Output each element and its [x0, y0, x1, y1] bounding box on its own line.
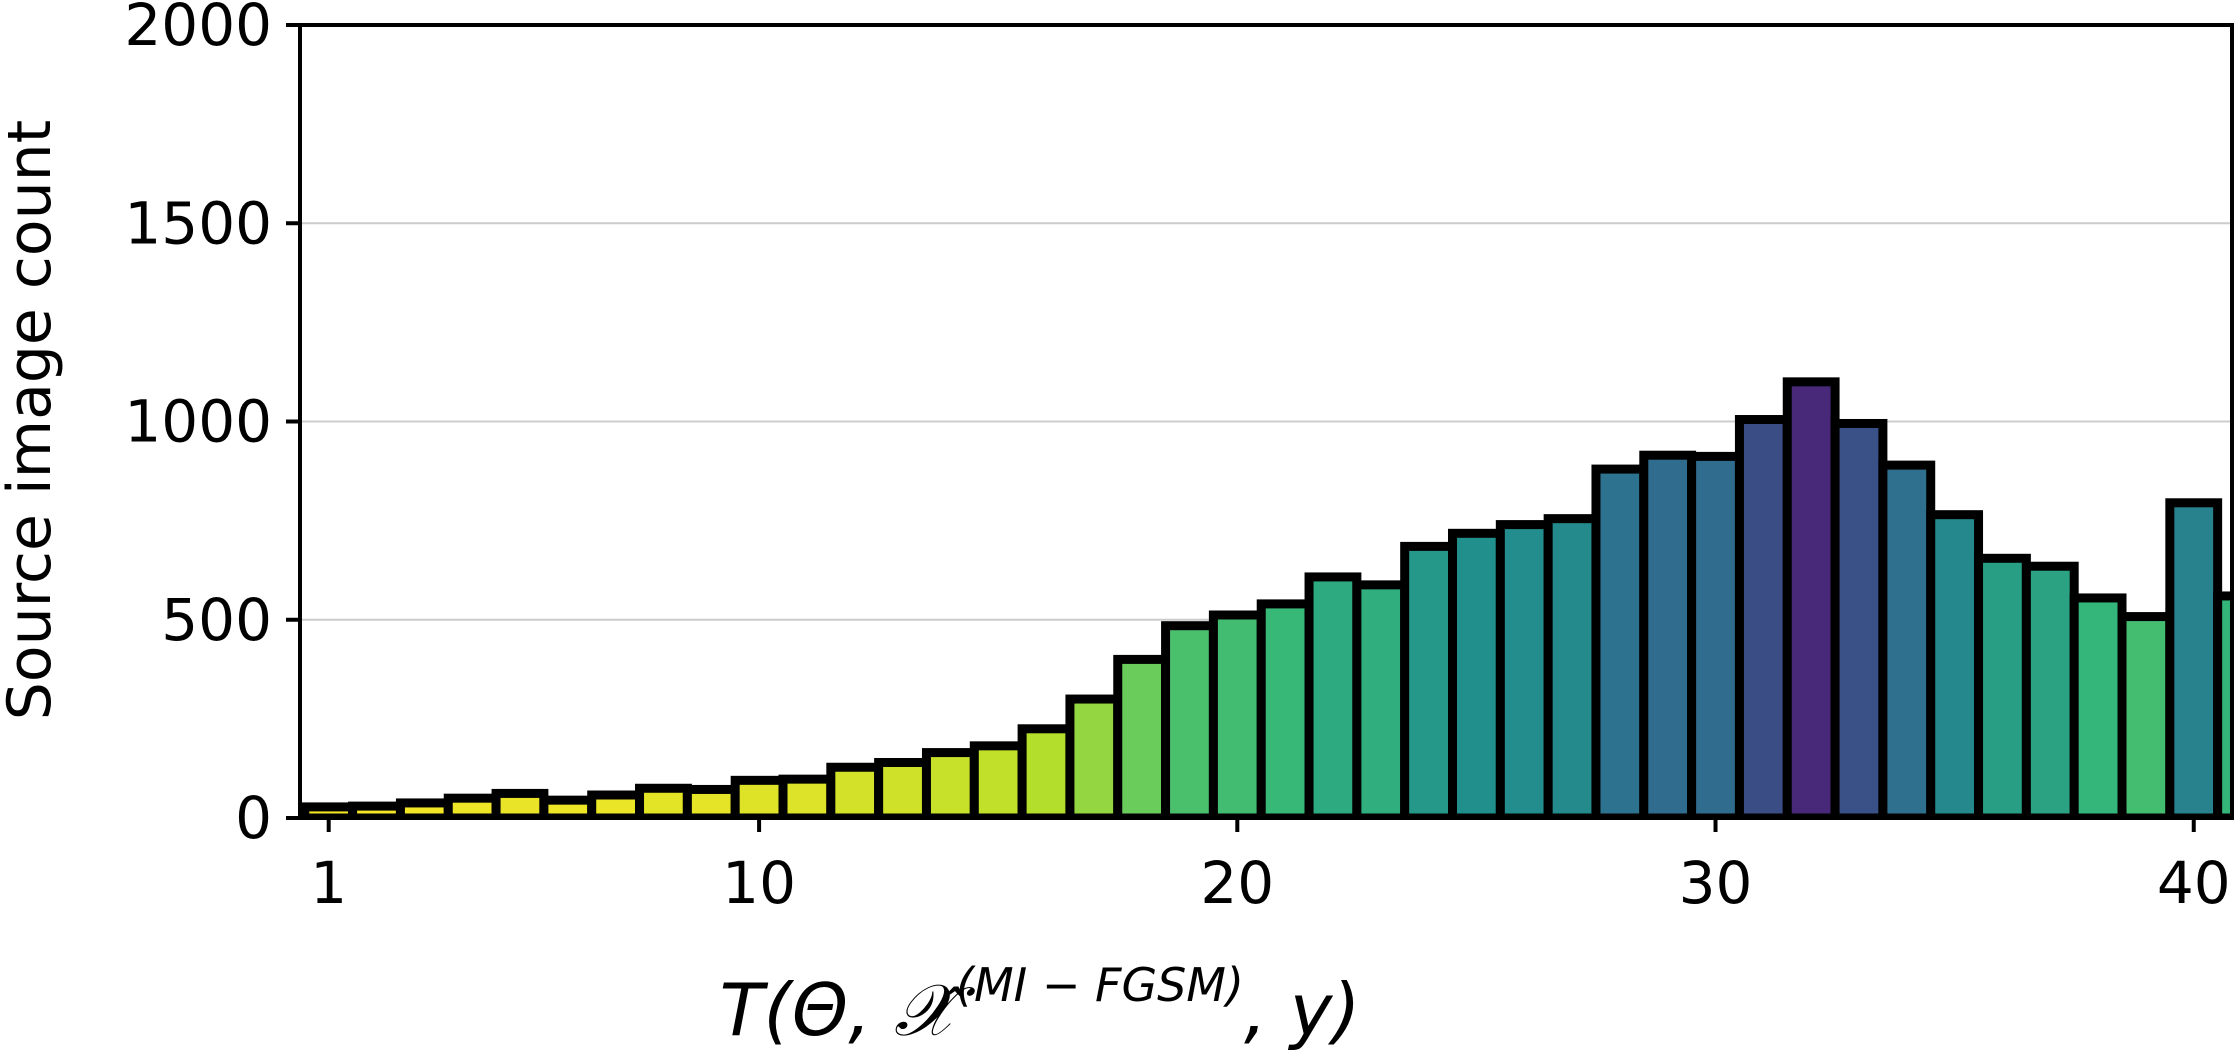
bar-25	[1448, 528, 1505, 818]
bar-41	[2213, 591, 2232, 818]
bar-17	[1065, 694, 1123, 818]
y-tick-label-1500: 1500	[124, 189, 272, 257]
bar-13	[874, 757, 931, 818]
tick-labels: 0 500 1000 1500 2000 1 10 20 30 40	[124, 0, 2230, 917]
bar-28	[1591, 464, 1649, 818]
bar-33	[1830, 418, 1888, 818]
bar-36	[1974, 553, 2031, 818]
x-tick-label-20: 20	[1200, 849, 1274, 917]
bar-35	[1926, 510, 1984, 818]
y-tick-label-500: 500	[161, 586, 272, 654]
bar-10	[730, 775, 788, 818]
bar-7	[587, 790, 645, 818]
x-axis-label-superscript: (MI − FGSM)	[956, 958, 1244, 1012]
bar-40	[2165, 498, 2223, 818]
bar-20	[1208, 610, 1266, 818]
bar-24	[1400, 541, 1458, 818]
bar-38	[2069, 593, 2127, 818]
bar-27	[1543, 514, 1601, 818]
bar-39	[2117, 612, 2175, 818]
bars	[300, 377, 2232, 818]
bar-4	[443, 793, 501, 818]
x-axis-label-suffix: , y)	[1244, 968, 1360, 1052]
bar-8	[635, 783, 692, 818]
y-tick-label-2000: 2000	[124, 0, 272, 59]
bar-32	[1782, 377, 1840, 818]
bar-15	[969, 741, 1027, 818]
bar-34	[1878, 460, 1936, 818]
bar-12	[826, 762, 884, 818]
y-axis-label: Source image count	[0, 120, 65, 720]
x-tick-label-10: 10	[722, 849, 796, 917]
bar-19	[1161, 621, 1218, 818]
x-tick-label-40: 40	[2157, 849, 2231, 917]
bar-29	[1639, 450, 1697, 818]
bar-5	[491, 788, 549, 818]
bar-6	[539, 795, 597, 818]
bar-group	[300, 377, 2232, 818]
x-axis-label-prefix: T(Θ,	[720, 968, 895, 1052]
y-tick-label-0: 0	[235, 784, 272, 852]
bar-23	[1352, 580, 1410, 818]
bar-37	[2021, 561, 2079, 818]
x-axis-label: T(Θ, 𝒳̂(MI − FGSM), y)	[720, 958, 1361, 1052]
bar-22	[1304, 572, 1362, 818]
bar-30	[1687, 451, 1744, 818]
x-tick-label-30: 30	[1679, 849, 1753, 917]
bar-14	[921, 748, 979, 818]
bar-9	[682, 784, 740, 818]
bar-3	[395, 798, 453, 818]
y-tick-label-1000: 1000	[124, 388, 272, 456]
x-tick-label-1: 1	[310, 849, 347, 917]
bar-21	[1256, 599, 1314, 818]
bar-26	[1495, 520, 1553, 818]
bar-18	[1113, 654, 1171, 818]
bar-16	[1017, 724, 1075, 818]
bar-11	[778, 774, 836, 818]
bar-31	[1734, 415, 1792, 818]
